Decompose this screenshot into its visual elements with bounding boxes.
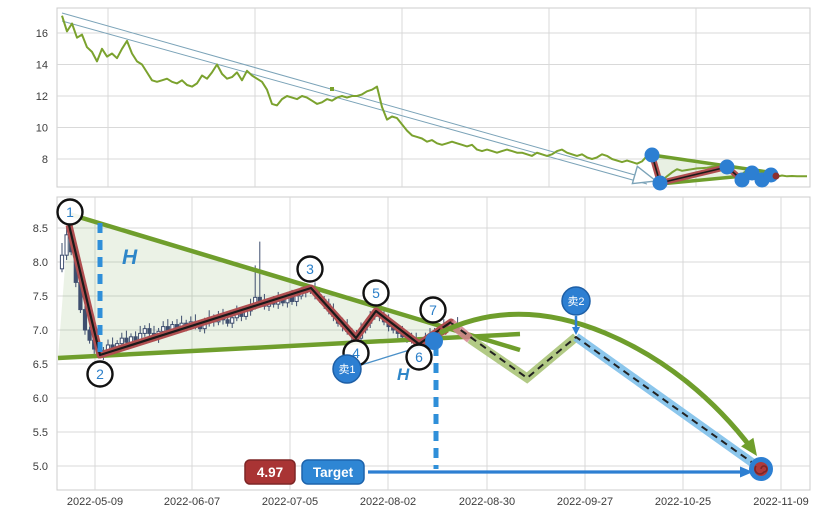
candle-body [161, 326, 166, 332]
mini-pattern [644, 147, 780, 191]
target-marker[interactable] [749, 457, 773, 481]
date-label: 2022-05-09 [67, 496, 123, 508]
pivot-circle-1[interactable]: 1 [56, 198, 84, 226]
date-label: 2022-08-30 [459, 496, 515, 508]
pivot-label-7: 7 [429, 302, 437, 318]
date-label: 2022-07-05 [262, 496, 318, 508]
top-ytick-label: 16 [36, 28, 48, 40]
sell2-label: 卖2 [567, 295, 584, 308]
candle-body [87, 329, 92, 341]
date-label: 2022-09-27 [557, 496, 613, 508]
price-badge[interactable]: 4.97 [244, 459, 296, 485]
candle-body [147, 328, 152, 334]
candle-body [294, 295, 299, 302]
top-ytick-labels: 16 14 12 10 8 [36, 28, 48, 166]
target-curve-arrow [438, 311, 754, 451]
target-badge[interactable]: Target [301, 459, 365, 485]
bottom-ytick-label: 8.5 [33, 223, 48, 235]
pivot-label-2: 2 [96, 366, 104, 382]
pivot-markers: 1 2 3 4 5 6 7 [56, 198, 447, 388]
trend-channel-line-lower [61, 20, 648, 185]
target-spiral-icon [754, 465, 768, 475]
mini-pivot-dots [644, 147, 779, 191]
bottom-ytick-label: 5.5 [33, 427, 48, 439]
candle-body [59, 254, 65, 270]
bottom-ytick-label: 7.0 [33, 325, 48, 337]
pivot-label-1: 1 [66, 204, 74, 220]
sell1-marker[interactable]: 卖1 [332, 354, 362, 384]
top-ytick-label: 8 [42, 154, 48, 166]
h-label-primary: H [122, 246, 138, 269]
target-curve-arrowhead-icon [741, 437, 757, 456]
candle-body [230, 317, 235, 324]
top-panel: 16 14 12 10 8 [36, 7, 811, 191]
sell2-arrowhead-icon [572, 327, 580, 335]
bottom-panel-border [56, 196, 811, 491]
pivot-circle-7[interactable]: 7 [419, 296, 447, 324]
bottom-panel: 1 2 3 4 5 6 7 [33, 196, 811, 508]
pivot-circle-3[interactable]: 3 [296, 255, 324, 283]
bottom-ytick-label: 8.0 [33, 257, 48, 269]
top-ytick-label: 10 [36, 123, 48, 135]
target-arrowhead-icon [740, 466, 753, 478]
price-line-marker [330, 87, 334, 91]
top-panel-border [56, 7, 811, 188]
bottom-ytick-label: 6.0 [33, 393, 48, 405]
pivot-label-5: 5 [372, 285, 380, 301]
projection-highlight-green [467, 333, 579, 384]
pivot-circle-2[interactable]: 2 [86, 360, 114, 388]
candle-body [119, 337, 124, 345]
sell2-marker[interactable]: 卖2 [561, 286, 591, 335]
trend-channel-arrowhead-icon [631, 165, 658, 185]
candle-body [225, 319, 230, 324]
top-ytick-label: 14 [36, 60, 48, 72]
current-price-dot[interactable] [425, 332, 443, 350]
bottom-ytick-label: 5.0 [33, 461, 48, 473]
date-label: 2022-11-09 [753, 496, 808, 508]
price-badge-label: 4.97 [257, 465, 283, 480]
target-badge-label: Target [313, 465, 354, 480]
bottom-ytick-labels: 8.5 8.0 7.5 7.0 6.5 6.0 5.5 5.0 [33, 223, 48, 473]
bottom-date-labels: 2022-05-09 2022-06-07 2022-07-05 2022-08-02… [67, 496, 809, 508]
top-ytick-label: 12 [36, 91, 48, 103]
projection-dashed-line [450, 322, 758, 467]
pivot-label-6: 6 [415, 349, 423, 365]
mini-end-dot [772, 172, 780, 180]
date-label: 2022-10-25 [655, 496, 711, 508]
candle-body [142, 328, 147, 334]
date-label: 2022-06-07 [164, 496, 220, 508]
pivot-circle-5[interactable]: 5 [362, 279, 390, 307]
bottom-ytick-label: 6.5 [33, 359, 48, 371]
candle-body [124, 337, 129, 343]
pivot-label-4: 4 [352, 345, 360, 361]
bottom-ytick-label: 7.5 [33, 291, 48, 303]
candle-body [82, 309, 88, 331]
pivot-label-3: 3 [306, 261, 314, 277]
pivot-circle-6[interactable]: 6 [405, 343, 433, 371]
h-label-secondary: H [397, 365, 410, 384]
price-history-line [61, 15, 807, 182]
triangle-lower-line [57, 331, 521, 361]
candle-body [64, 234, 69, 256]
date-label: 2022-08-02 [360, 496, 416, 508]
sell1-label: 卖1 [338, 363, 355, 376]
